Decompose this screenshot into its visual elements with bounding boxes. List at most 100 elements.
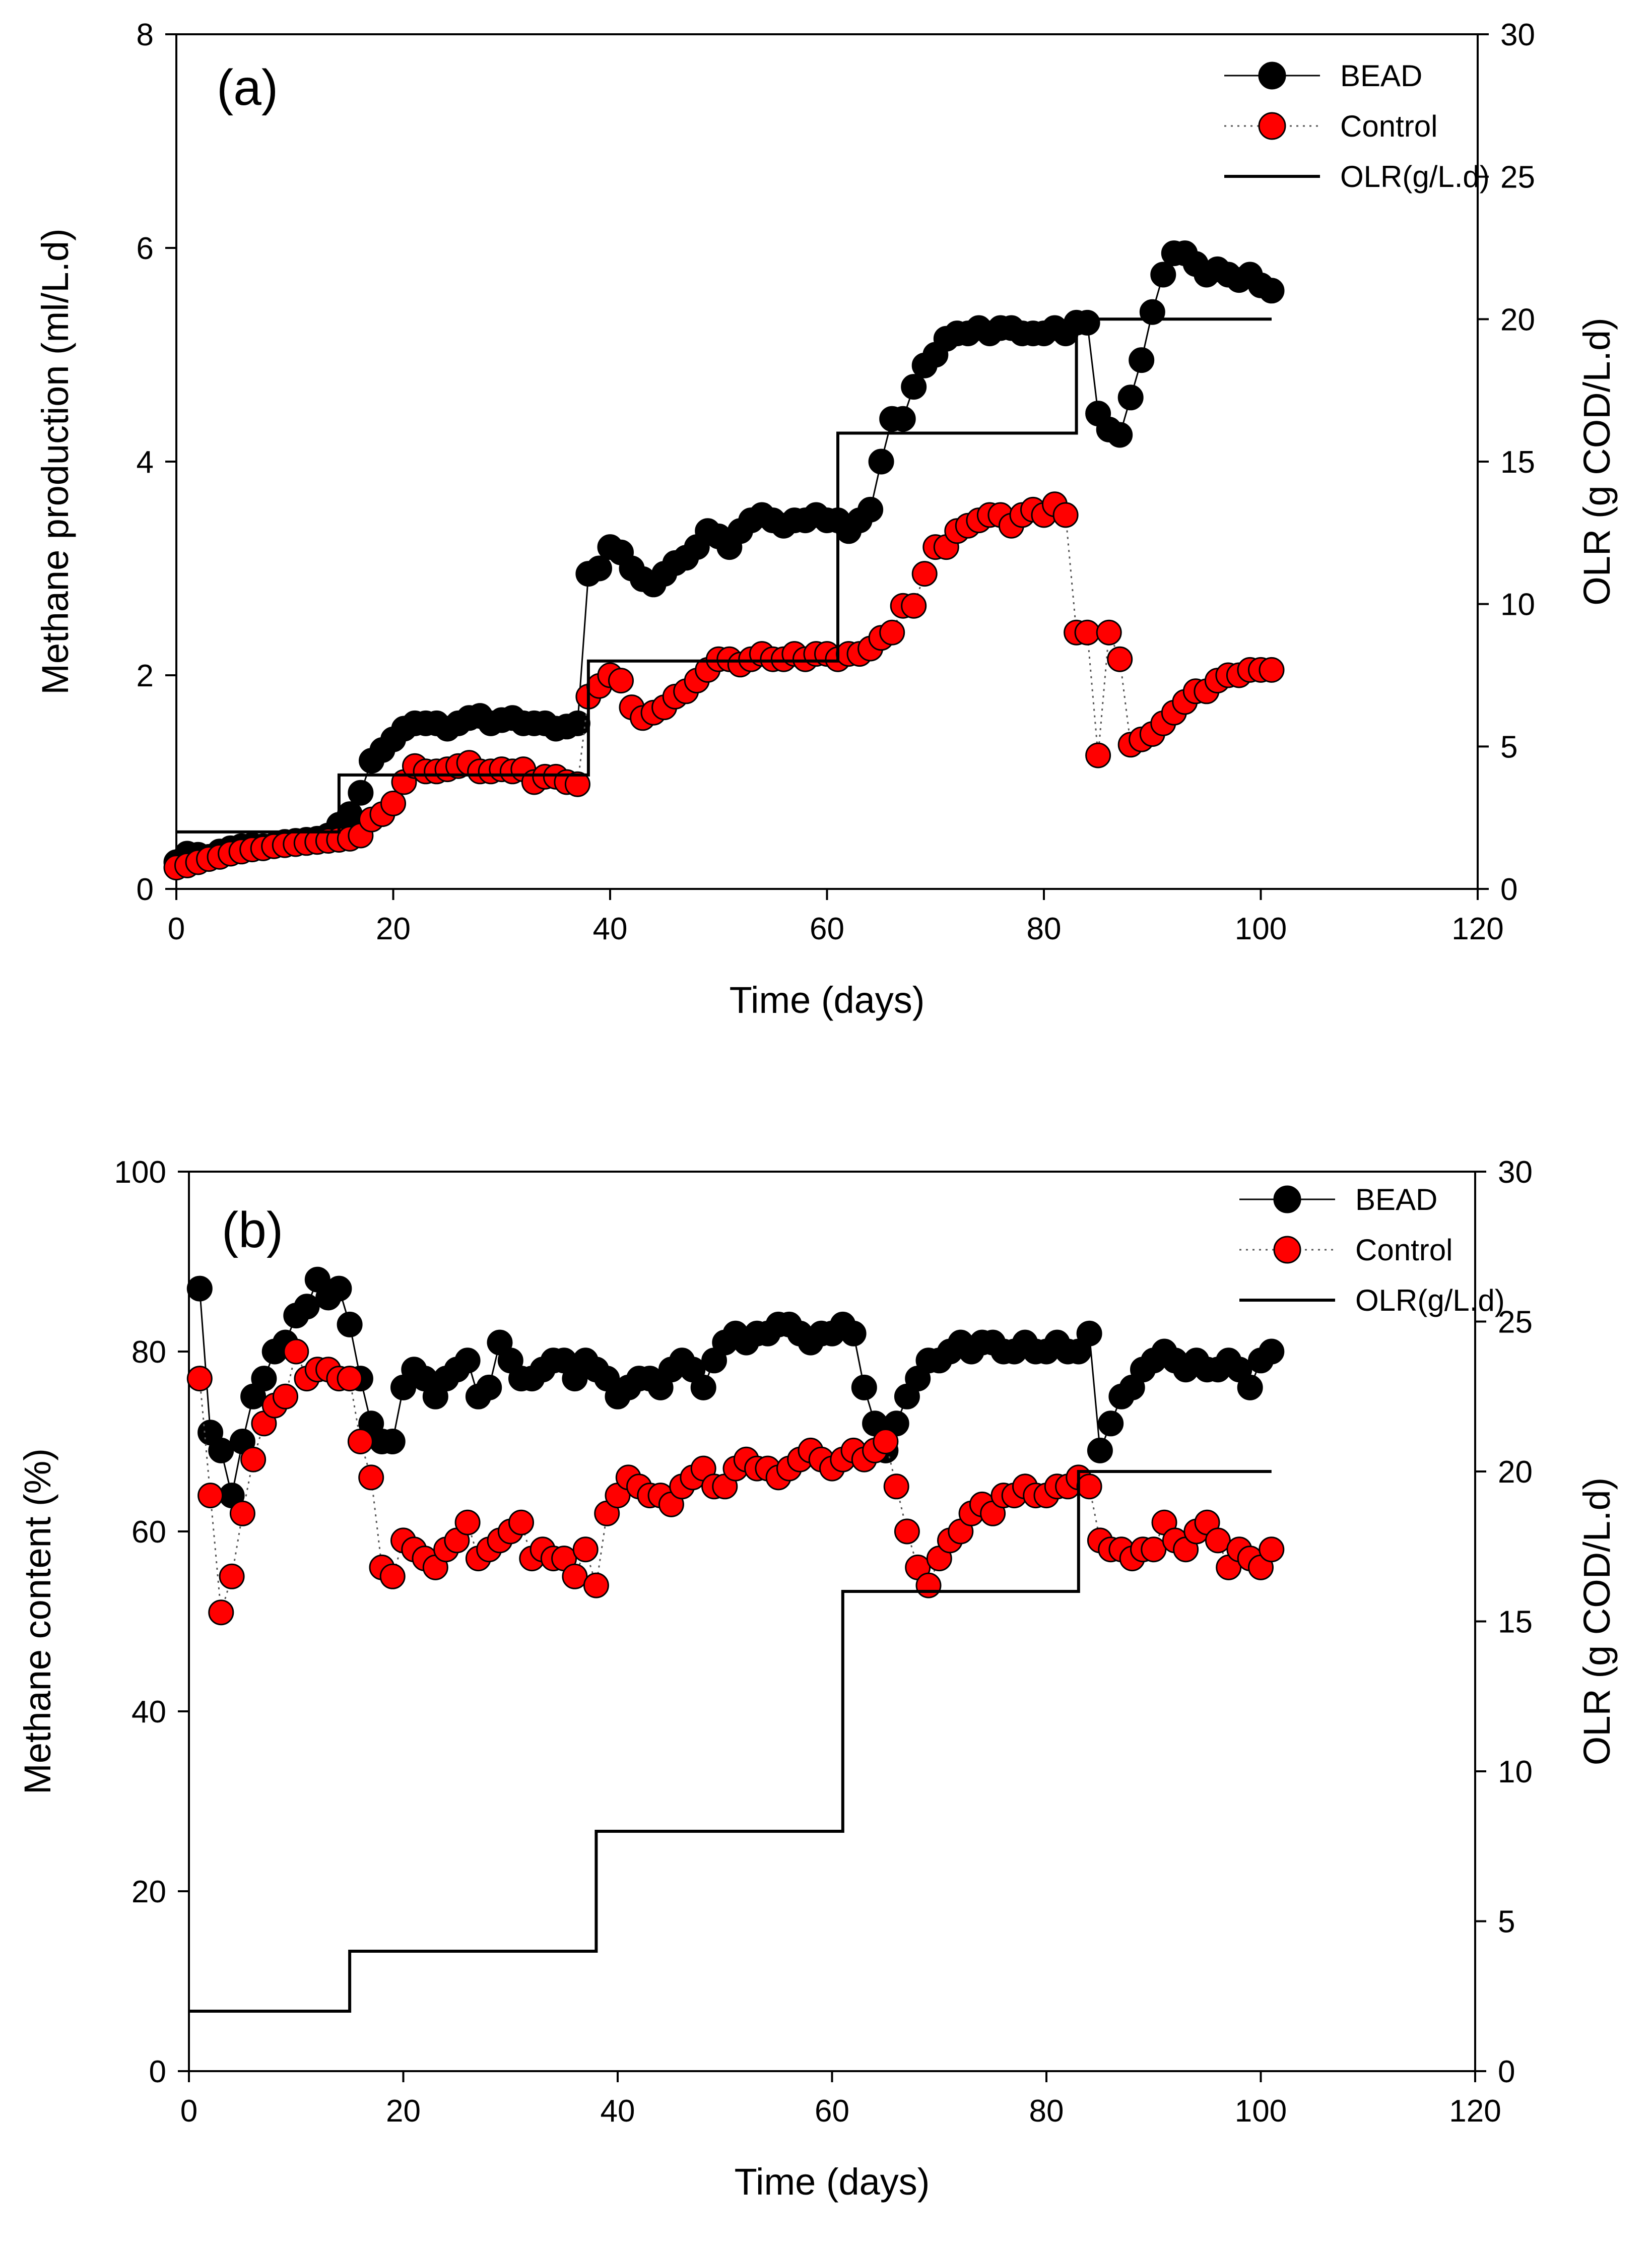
y-tick-label: 100 [114,1155,166,1190]
y-tick-label: 4 [137,445,154,480]
y2-tick-label: 25 [1500,160,1535,195]
data-point [915,1572,942,1598]
data-point [1107,422,1133,448]
legend-label: Control [1355,1233,1452,1267]
y2-tick-label: 10 [1500,588,1535,622]
series-control [163,491,1285,881]
y2-tick-label: 10 [1498,1755,1533,1789]
data-point [358,1464,384,1491]
legend-marker [1258,61,1286,90]
y-tick-label: 2 [137,659,154,693]
data-point [894,1518,920,1545]
data-point [273,1383,298,1409]
panel-b: 0 20 40 60 80 100 120 0 20 40 60 80 100 0 5 10 15 20 25 30 T… [17,1155,1618,2203]
legend-label: BEAD [1355,1183,1437,1216]
data-point [1074,619,1100,646]
data-point [1098,1410,1124,1437]
data-point [851,1374,877,1400]
y2-tick-label: 0 [1500,872,1517,907]
y2-tick-label: 15 [1500,445,1535,480]
y2-tick-label: 20 [1498,1455,1533,1490]
data-point [1129,347,1155,373]
legend-label: OLR(g/L.d) [1340,160,1490,194]
x-tick-label: 60 [815,2094,849,2129]
legend-label: OLR(g/L.d) [1355,1284,1505,1317]
x-axis-title: Time (days) [735,2161,930,2203]
legend-marker [1273,1236,1301,1264]
legend-marker [1273,1185,1301,1213]
data-point [283,1338,309,1365]
y-tick-label: 40 [131,1695,166,1729]
y2-tick-label: 0 [1498,2055,1515,2089]
data-point [347,1429,373,1454]
data-point [337,1366,363,1392]
legend: BEAD Control OLR(g/L.d) [1239,1183,1505,1317]
data-point [1107,646,1133,672]
data-point [690,1374,716,1400]
data-point [1259,1536,1285,1563]
data-point [508,1509,534,1535]
data-point [1205,1527,1231,1554]
y2-tick-label: 30 [1498,1155,1533,1190]
legend: BEAD Control OLR(g/L.d) [1224,59,1490,194]
x-tick-label: 20 [386,2094,421,2129]
x-tick-label: 40 [601,2094,635,2129]
series-line [189,1470,1272,2013]
y-tick-label: 8 [137,18,154,52]
data-point [883,1473,909,1500]
y2-tick-label: 30 [1500,18,1535,52]
y2-axis-title: OLR (g COD/L.d) [1576,1478,1618,1766]
data-point [911,561,938,587]
data-point [326,1275,352,1302]
x-tick-label: 120 [1449,2094,1501,2129]
data-point [572,1536,599,1563]
y2-tick-label: 25 [1498,1305,1533,1340]
data-point [1087,1437,1113,1463]
data-point [1150,262,1176,288]
series-bead [163,240,1285,875]
y2-tick-label: 15 [1498,1605,1533,1640]
data-point [337,801,363,827]
data-point [840,1320,867,1346]
data-point [586,555,612,582]
plot-frame [188,1171,1476,2072]
x-tick-label: 100 [1235,2094,1287,2129]
y2-axis-title: OLR (g COD/L.d) [1576,317,1618,606]
data-point [564,771,590,797]
y-tick-label: 20 [131,1875,166,1909]
data-point [1076,1473,1102,1500]
x-axis-title: Time (days) [730,979,925,1021]
data-point [379,1563,406,1589]
data-point [337,1311,363,1337]
data-point [380,790,406,816]
y-axis-title: Methane production (ml/L.d) [34,228,76,694]
series-line [176,317,1272,833]
panel-label: (b) [222,1202,283,1258]
data-point [251,1366,277,1392]
panel-label: (a) [217,59,278,116]
data-point [879,619,905,646]
data-point [890,406,916,432]
y-axis-title: Methane content (%) [17,1448,58,1794]
x-tick-label: 40 [593,912,628,946]
legend-label: Control [1340,109,1437,143]
data-point [186,1366,213,1392]
data-point [229,1500,255,1526]
series-olr-g-l-d- [189,1470,1272,2013]
data-point [1259,278,1285,304]
data-point [348,780,374,806]
data-point [873,1429,899,1454]
y2-tick-label: 5 [1498,1905,1515,1940]
data-point [901,374,927,400]
data-point [1052,502,1079,528]
data-point [1259,657,1285,683]
data-point [208,1599,234,1626]
data-point [857,496,884,523]
data-point [379,1429,406,1454]
data-point [219,1563,245,1589]
data-point [1237,1374,1263,1400]
data-point [1117,384,1144,411]
data-point [454,1509,481,1535]
